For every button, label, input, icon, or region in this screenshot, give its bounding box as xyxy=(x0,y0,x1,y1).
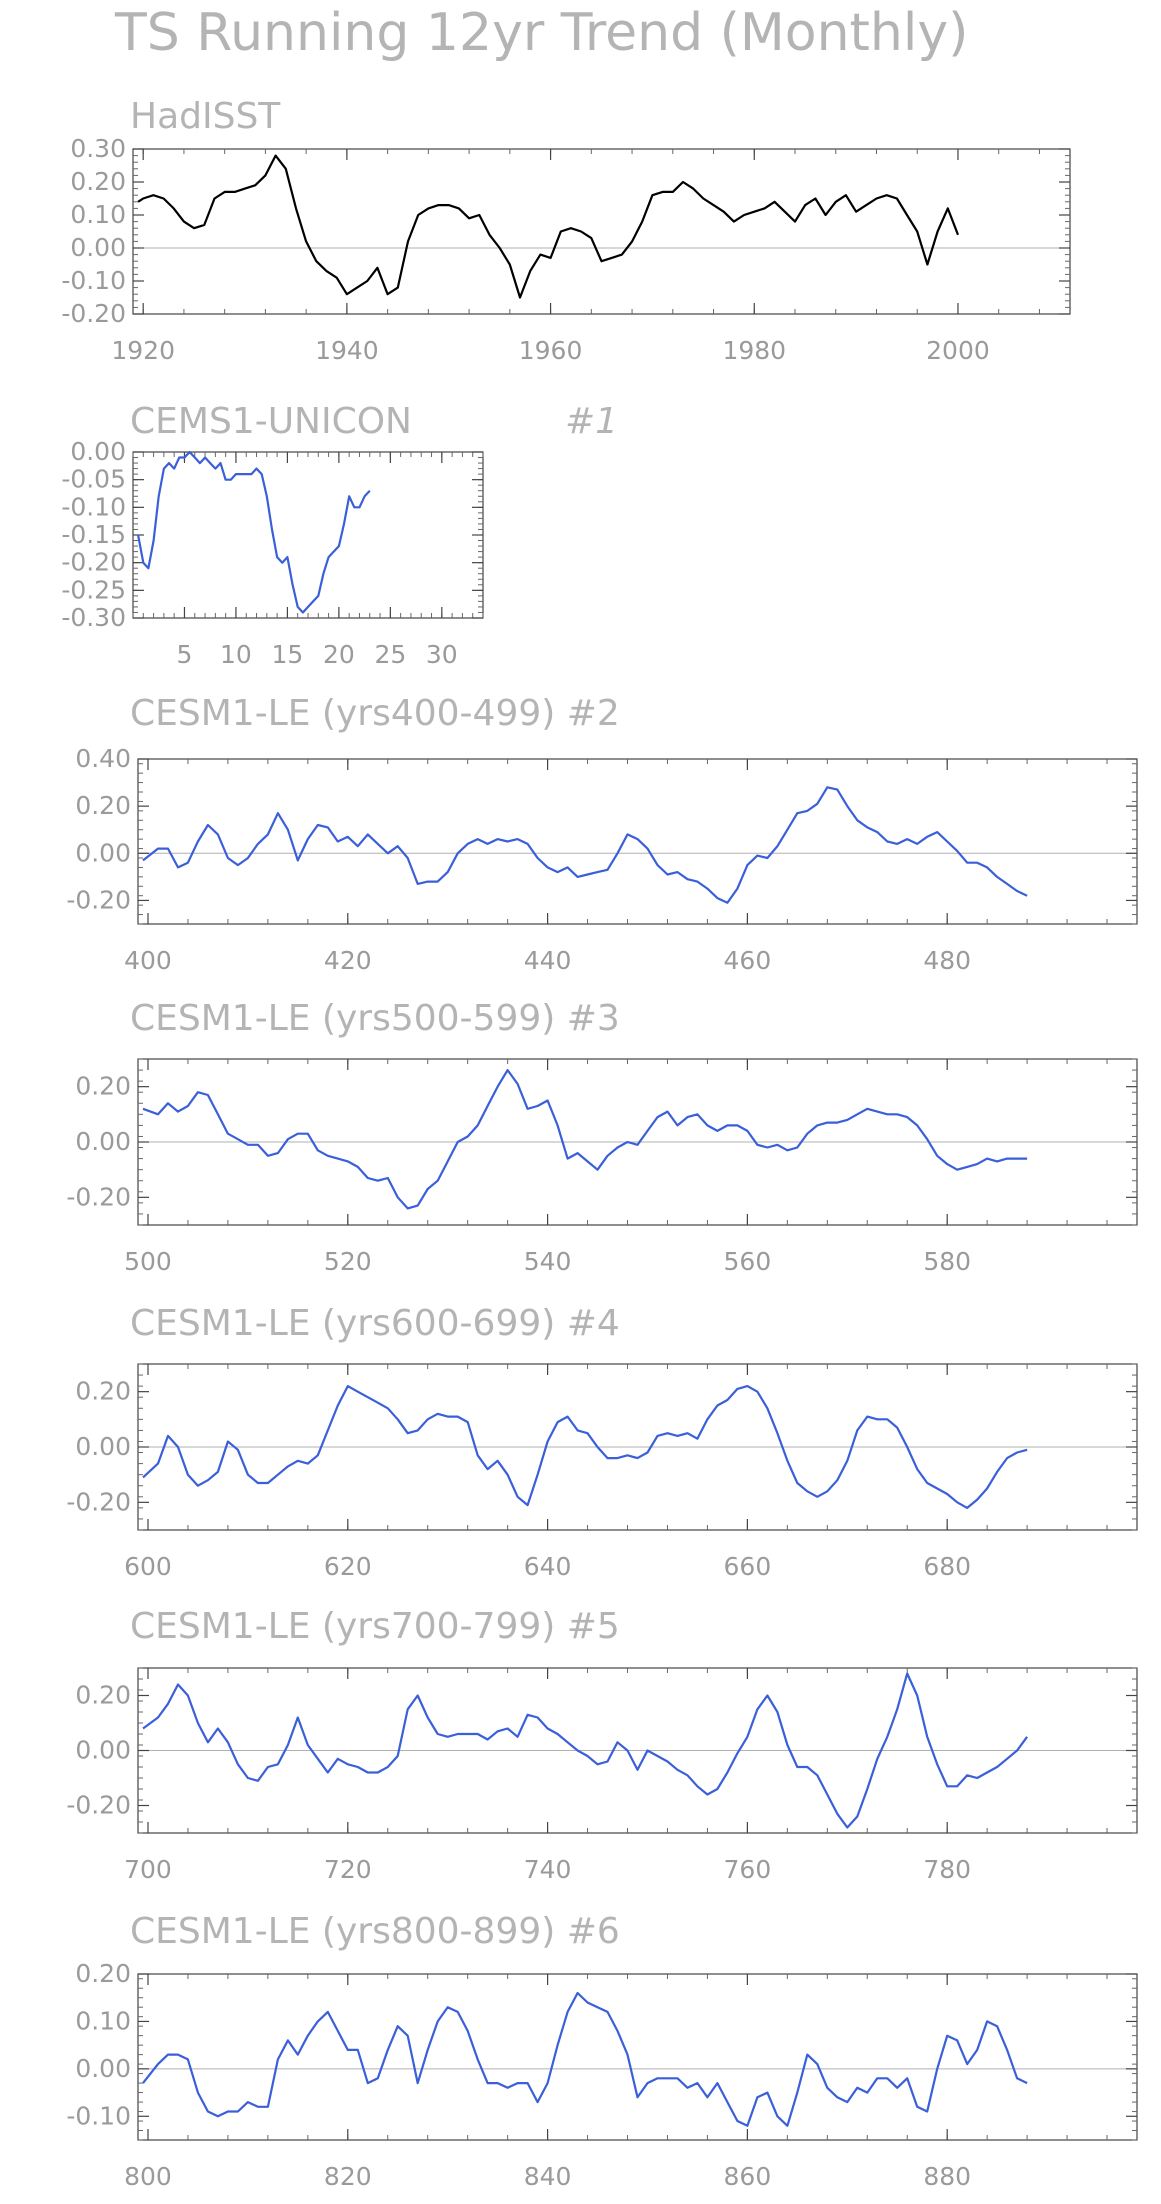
y-tick-label: -0.20 xyxy=(66,885,131,914)
y-tick-label: 0.00 xyxy=(75,1432,131,1461)
x-tick-label: 480 xyxy=(923,946,971,975)
panel-title: CESM1-LE (yrs700-799) #5 xyxy=(130,1606,620,1647)
y-tick-label: 0.00 xyxy=(75,1736,131,1765)
chart-panel-1: 0.30 0.20 0.10 0.00 -0.10 -0.20 1920 1940 1960 19… xyxy=(61,96,1071,365)
x-tick-label: 780 xyxy=(923,1855,971,1884)
y-tick-label: 0.40 xyxy=(75,744,131,773)
y-tick-label: 0.00 xyxy=(75,2054,131,2083)
x-tick-label: 520 xyxy=(324,1247,372,1276)
series-line xyxy=(142,786,1028,904)
x-tick-label: 440 xyxy=(524,946,572,975)
y-tick-label: 0.00 xyxy=(70,233,126,262)
series-line xyxy=(142,1385,1028,1509)
panel-title: HadISST xyxy=(130,96,281,137)
panel-annotation: #1 xyxy=(565,401,618,442)
x-tick-label: 760 xyxy=(724,1855,772,1884)
x-tick-label: 400 xyxy=(124,946,172,975)
plot-frame xyxy=(132,451,484,619)
chart-panel-6: 0.20 0.00 -0.20 700 720 740 760 780 CESM1-LE (yr… xyxy=(66,1606,1138,1884)
y-tick-label: -0.20 xyxy=(66,1487,131,1516)
x-tick-label: 460 xyxy=(724,946,772,975)
y-tick-label: -0.25 xyxy=(61,575,126,604)
y-tick-label: -0.10 xyxy=(66,2101,131,2130)
x-tick-label: 660 xyxy=(724,1552,772,1581)
x-tick-label: 720 xyxy=(324,1855,372,1884)
y-tick-label: -0.20 xyxy=(61,299,126,328)
panels-layer: 0.30 0.20 0.10 0.00 -0.10 -0.20 1920 1940 1960 19… xyxy=(61,96,1138,2191)
x-tick-label: 740 xyxy=(524,1855,572,1884)
series-line xyxy=(137,450,371,614)
x-tick-label: 420 xyxy=(324,946,372,975)
x-tick-label: 800 xyxy=(124,2162,172,2191)
panel-title: CESM1-LE (yrs400-499) #2 xyxy=(130,693,620,734)
x-tick-label: 580 xyxy=(923,1247,971,1276)
y-tick-label: -0.20 xyxy=(66,1791,131,1820)
y-tick-label: -0.20 xyxy=(61,548,126,577)
x-tick-label: 820 xyxy=(324,2162,372,2191)
y-tick-label: 0.30 xyxy=(70,134,126,163)
plot-frame xyxy=(137,1973,1138,2141)
y-tick-label: 0.20 xyxy=(75,791,131,820)
x-tick-label: 840 xyxy=(524,2162,572,2191)
x-tick-label: 15 xyxy=(272,640,304,669)
figure-title: TS Running 12yr Trend (Monthly) xyxy=(114,3,968,63)
plot-frame xyxy=(132,148,1071,315)
y-tick-label: 0.20 xyxy=(75,1959,131,1988)
chart-panel-5: 0.20 0.00 -0.20 600 620 640 660 680 CESM1-LE (yr… xyxy=(66,1303,1138,1581)
x-tick-label: 30 xyxy=(426,640,458,669)
x-tick-label: 540 xyxy=(524,1247,572,1276)
y-tick-label: 0.10 xyxy=(70,200,126,229)
y-tick-label: -0.15 xyxy=(61,520,126,549)
y-tick-label: -0.30 xyxy=(61,603,126,632)
x-tick-label: 10 xyxy=(220,640,252,669)
panel-title: CESM1-LE (yrs600-699) #4 xyxy=(130,1303,620,1344)
x-tick-label: 860 xyxy=(724,2162,772,2191)
x-tick-label: 1940 xyxy=(315,336,379,365)
series-line xyxy=(142,1672,1028,1829)
y-tick-label: 0.20 xyxy=(75,1377,131,1406)
y-tick-label: -0.20 xyxy=(66,1182,131,1211)
chart-panel-4: 0.20 0.00 -0.20 500 520 540 560 580 CESM1-LE (yr… xyxy=(66,998,1138,1276)
panel-title: CESM1-LE (yrs500-599) #3 xyxy=(130,998,620,1039)
chart-panel-7: 0.20 0.10 0.00 -0.10 800 820 840 860 880 CESM1-LE… xyxy=(66,1911,1138,2191)
series-line xyxy=(142,1069,1028,1210)
x-tick-label: 20 xyxy=(323,640,355,669)
x-tick-label: 2000 xyxy=(926,336,990,365)
y-tick-label: 0.20 xyxy=(70,167,126,196)
x-tick-label: 600 xyxy=(124,1552,172,1581)
plot-frame xyxy=(137,758,1138,925)
x-tick-label: 560 xyxy=(724,1247,772,1276)
x-tick-label: 880 xyxy=(923,2162,971,2191)
panel-title: CEMS1-UNICON xyxy=(130,401,412,442)
x-tick-label: 620 xyxy=(324,1552,372,1581)
x-tick-label: 680 xyxy=(923,1552,971,1581)
x-tick-label: 1980 xyxy=(722,336,786,365)
x-tick-label: 700 xyxy=(124,1855,172,1884)
series-line xyxy=(137,154,960,299)
y-tick-label: 0.20 xyxy=(75,1072,131,1101)
y-tick-label: -0.10 xyxy=(61,492,126,521)
y-tick-label: 0.10 xyxy=(75,2006,131,2035)
y-tick-label: -0.05 xyxy=(61,465,126,494)
x-tick-label: 500 xyxy=(124,1247,172,1276)
x-tick-label: 5 xyxy=(177,640,193,669)
series-line xyxy=(142,1991,1028,2127)
x-tick-label: 640 xyxy=(524,1552,572,1581)
x-tick-label: 1960 xyxy=(519,336,583,365)
y-tick-label: -0.10 xyxy=(61,266,126,295)
chart-panel-2: 0.00-0.05-0.10-0.15-0.20-0.25-0.30 5 10 15 2… xyxy=(61,401,618,669)
y-tick-label: 0.00 xyxy=(75,838,131,867)
x-tick-label: 1920 xyxy=(111,336,175,365)
y-tick-label: 0.00 xyxy=(70,437,126,466)
y-tick-label: 0.20 xyxy=(75,1681,131,1710)
x-tick-label: 25 xyxy=(374,640,406,669)
y-tick-label: 0.00 xyxy=(75,1127,131,1156)
chart-panel-3: 0.40 0.20 0.00 -0.20 400 420 440 460 480 CESM1-LE… xyxy=(66,693,1138,975)
panel-title: CESM1-LE (yrs800-899) #6 xyxy=(130,1911,620,1952)
